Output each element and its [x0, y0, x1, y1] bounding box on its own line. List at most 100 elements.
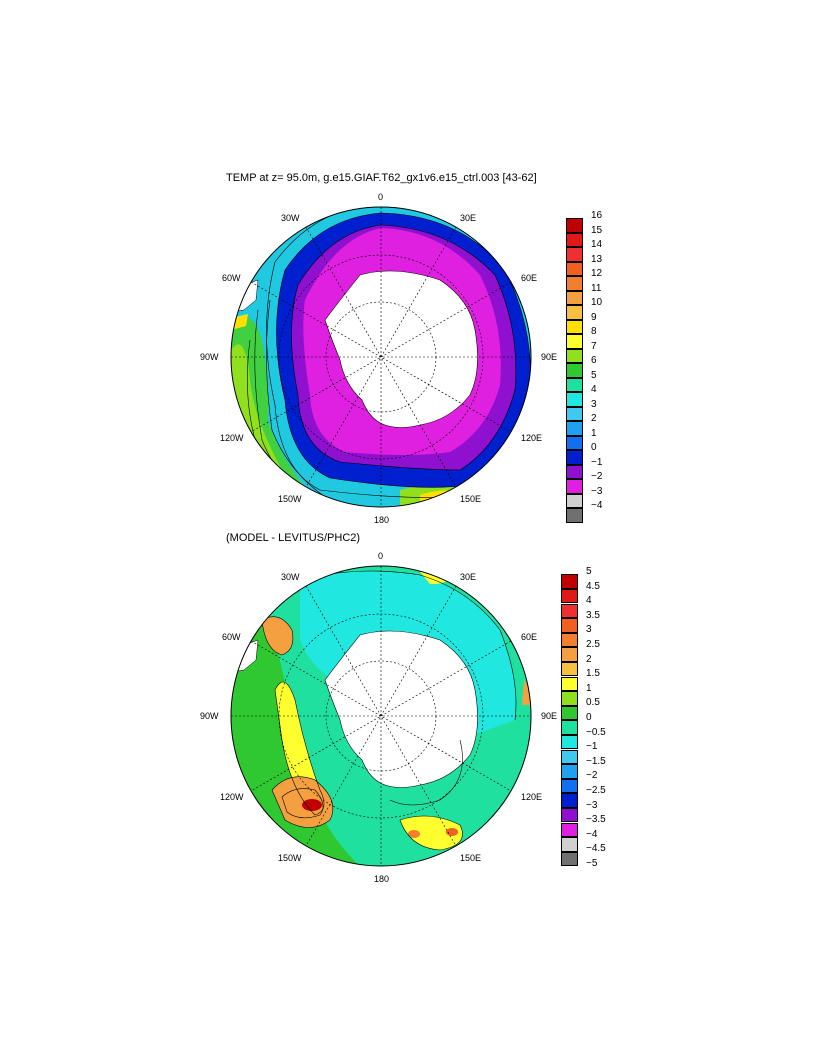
lon-labels-1: 0 30E 60E 90E 120E 150E 180 150W 120W 90… [200, 192, 557, 525]
colorbar-label: −4 [586, 828, 598, 840]
colorbar-label: 3 [586, 624, 592, 636]
colorbar-swatch [561, 734, 578, 750]
colorbar-label: −3 [586, 799, 598, 811]
lon-30e: 30E [460, 213, 476, 223]
lon-30e: 30E [460, 572, 476, 582]
colorbar-label: 1.5 [586, 668, 600, 680]
colorbar-label: 5 [586, 566, 592, 577]
colorbar-swatch [561, 632, 578, 648]
colorbar-swatch [566, 348, 583, 364]
colorbar-swatch [561, 749, 578, 765]
colorbar-swatch [566, 363, 583, 378]
colorbar-swatch [561, 837, 578, 852]
map-border-2 [230, 565, 532, 867]
lon-30w: 30W [281, 213, 300, 223]
lon-90w: 90W [200, 352, 219, 362]
colorbar-swatch [566, 450, 583, 465]
colorbar-label: 6 [591, 355, 597, 366]
colorbar-swatch [566, 464, 583, 480]
colorbar-label: 2 [591, 413, 597, 424]
colorbar-label: 0 [586, 712, 592, 723]
colorbar-label: −4 [591, 500, 603, 511]
colorbar-label: 4 [586, 595, 592, 607]
lon-120w: 120W [220, 433, 244, 443]
colorbar-label: −1.5 [586, 755, 606, 767]
lon-60w: 60W [222, 273, 241, 283]
colorbar-label: 9 [591, 311, 597, 323]
lon-0: 0 [378, 192, 383, 202]
colorbar-swatch [561, 851, 578, 867]
colorbar-label: −4.5 [586, 843, 606, 855]
lon-150w: 150W [278, 494, 302, 504]
lon-120e: 120E [521, 433, 542, 443]
lon-150e: 150E [460, 494, 481, 504]
colorbar-swatch [561, 822, 578, 838]
colorbar-label: 0.5 [586, 697, 600, 709]
panel2-title: (MODEL - LEVITUS/PHC2) [226, 532, 361, 544]
colorbar-swatch [561, 647, 578, 662]
lon-60e: 60E [521, 632, 537, 642]
colorbar-label: 4 [591, 384, 597, 395]
colorbar-swatch [566, 421, 583, 436]
colorbar-swatch [561, 574, 578, 589]
colorbar-label: 13 [591, 253, 603, 265]
lon-90w: 90W [200, 711, 219, 721]
colorbar-swatch [566, 232, 583, 248]
colorbar-swatch [566, 406, 583, 422]
lon-120e: 120E [521, 792, 542, 802]
colorbar-label: 7 [591, 340, 597, 352]
colorbar-swatch [561, 793, 578, 808]
colorbar-swatch [561, 807, 578, 823]
colorbar-label: −1 [591, 456, 603, 468]
colorbar-label: 11 [591, 282, 602, 294]
colorbar-label: −3 [591, 485, 603, 497]
colorbar-swatch [561, 778, 578, 794]
lon-150e: 150E [460, 853, 481, 863]
colorbar-label: 1 [591, 427, 597, 439]
colorbar-swatch [566, 435, 583, 451]
lon-180: 180 [374, 874, 389, 884]
lon-180: 180 [374, 515, 389, 525]
colorbar-swatch [561, 691, 578, 706]
colorbar-label: 10 [591, 297, 603, 308]
colorbar-swatch [561, 705, 578, 721]
colorbar-swatch [566, 508, 583, 523]
colorbar-label: 0 [591, 442, 597, 453]
colorbar-swatch [566, 392, 583, 407]
colorbar-label: −2.5 [586, 785, 606, 796]
colorbar-swatch [561, 661, 578, 677]
lon-60w: 60W [222, 632, 241, 642]
colorbar-swatch [566, 479, 583, 494]
colorbar-label: 15 [591, 224, 603, 236]
colorbar-swatch [566, 247, 583, 262]
lon-30w: 30W [281, 572, 300, 582]
colorbar-swatch [566, 377, 583, 393]
colorbar-label: −3.5 [586, 814, 606, 826]
colorbar-swatch [561, 676, 578, 692]
colorbar-label: 4.5 [586, 580, 600, 592]
lon-150w: 150W [278, 853, 302, 863]
lon-90e: 90E [541, 352, 557, 362]
colorbar-label: 1 [586, 682, 592, 694]
colorbar-label: 2 [586, 653, 592, 665]
panel1-title: TEMP at z= 95.0m, g.e15.GIAF.T62_gx1v6.e… [226, 172, 537, 184]
colorbar-swatch [561, 618, 578, 633]
colorbar-swatch [561, 588, 578, 604]
lon-120w: 120W [220, 792, 244, 802]
colorbar-label: −2 [591, 471, 603, 482]
colorbar-swatch [566, 218, 583, 233]
colorbar-swatch [561, 603, 578, 619]
colorbar-label: 8 [591, 326, 597, 337]
lon-0: 0 [378, 551, 383, 561]
lon-60e: 60E [521, 273, 537, 283]
colorbar-label: 16 [591, 210, 603, 221]
colorbar-swatch [566, 305, 583, 320]
colorbar-swatch [561, 720, 578, 735]
colorbar-swatch [566, 334, 583, 349]
colorbar-swatch [566, 493, 583, 509]
colorbar-swatch [561, 764, 578, 779]
temperature-map [231, 207, 531, 507]
colorbar-label: −1 [586, 741, 598, 753]
lon-90e: 90E [541, 711, 557, 721]
